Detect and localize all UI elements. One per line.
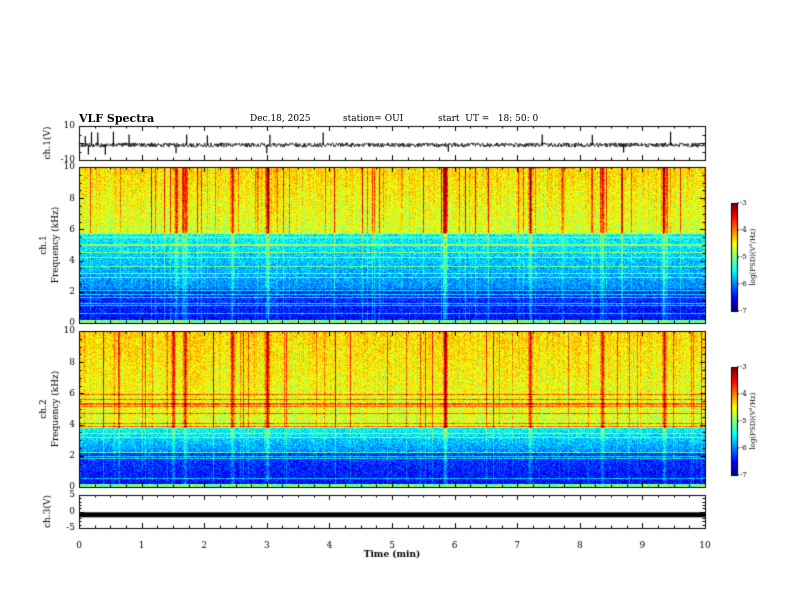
station-label: station= OUI <box>343 114 404 124</box>
date-label: Dec.18, 2025 <box>250 114 311 124</box>
chart-title: VLF Spectra <box>79 112 155 125</box>
start-time-label: start UT = 18: 50: 0 <box>438 114 539 124</box>
